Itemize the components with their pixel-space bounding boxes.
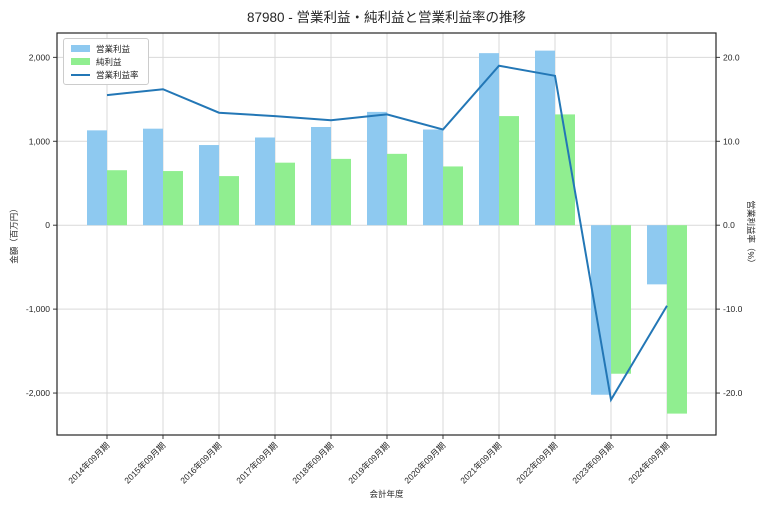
y-right-tick-label: 10.0: [723, 136, 740, 146]
x-tick-label: 2019年09月期: [346, 440, 391, 485]
line-営業利益率: [106, 64, 668, 403]
bar-営業利益-2018年09月期: [311, 126, 331, 226]
x-tick-label: 2015年09月期: [122, 440, 167, 485]
legend-item-営業利益率: 営業利益率: [71, 69, 139, 80]
bar-営業利益-2019年09月期: [367, 111, 387, 226]
bar-営業利益-2017年09月期: [255, 137, 275, 226]
y-right-tick-label: 20.0: [723, 52, 740, 62]
legend-item-純利益: 純利益: [71, 56, 139, 67]
legend: 営業利益純利益営業利益率: [63, 38, 149, 85]
bar-純利益-2014年09月期: [107, 170, 127, 226]
x-tick-label: 2014年09月期: [66, 440, 111, 485]
bar-純利益-2017年09月期: [275, 162, 295, 226]
bar-営業利益-2023年09月期: [591, 225, 611, 395]
legend-label: 純利益: [96, 56, 122, 67]
chart-title: 87980 - 営業利益・純利益と営業利益率の推移: [246, 10, 527, 25]
bar-営業利益-2024年09月期: [647, 225, 667, 285]
bar-純利益-2015年09月期: [163, 171, 183, 226]
y-left-tick-label: -2,000: [26, 388, 50, 398]
legend-label: 営業利益率: [96, 69, 139, 80]
x-tick-label: 2016年09月期: [178, 440, 223, 485]
x-tick-label: 2022年09月期: [514, 440, 559, 485]
legend-item-営業利益: 営業利益: [71, 43, 139, 54]
bar-純利益-2016年09月期: [219, 176, 239, 226]
bar-営業利益-2022年09月期: [535, 50, 555, 226]
y-right-tick-label: -10.0: [723, 304, 743, 314]
legend-line-swatch: [71, 73, 90, 76]
legend-patch-swatch: [71, 58, 90, 65]
bar-営業利益-2020年09月期: [423, 129, 443, 226]
bar-純利益-2024年09月期: [667, 225, 687, 414]
y-right-tick-label: -20.0: [723, 388, 743, 398]
bar-純利益-2019年09月期: [387, 153, 407, 226]
bar-純利益-2021年09月期: [499, 116, 519, 226]
x-axis-label: 会計年度: [369, 489, 404, 499]
bar-営業利益-2021年09月期: [479, 53, 499, 226]
bar-営業利益-2014年09月期: [87, 130, 107, 226]
x-tick-label: 2018年09月期: [290, 440, 335, 485]
x-tick-label: 2020年09月期: [402, 440, 447, 485]
left-axis-label: 金額（百万円）: [9, 204, 19, 264]
y-left-tick-label: -1,000: [26, 304, 50, 314]
x-tick-label: 2021年09月期: [458, 440, 503, 485]
y-right-tick-label: 0.0: [723, 220, 735, 230]
bar-純利益-2018年09月期: [331, 158, 351, 226]
x-tick-label: 2017年09月期: [234, 440, 279, 485]
y-left-tick-label: 0: [45, 220, 50, 230]
plot-border: [56, 32, 717, 436]
y-left-tick-label: 2,000: [29, 52, 51, 62]
legend-label: 営業利益: [96, 43, 131, 54]
x-tick-label: 2023年09月期: [570, 440, 615, 485]
x-tick-label: 2024年09月期: [626, 440, 671, 485]
bar-営業利益-2015年09月期: [143, 128, 163, 226]
legend-patch-swatch: [71, 45, 90, 52]
bar-営業利益-2016年09月期: [199, 145, 219, 226]
right-axis-label: 営業利益率（%）: [746, 200, 756, 268]
bar-純利益-2023年09月期: [611, 225, 631, 374]
y-left-tick-label: 1,000: [29, 136, 51, 146]
bar-純利益-2022年09月期: [555, 114, 575, 226]
bar-純利益-2020年09月期: [443, 166, 463, 226]
